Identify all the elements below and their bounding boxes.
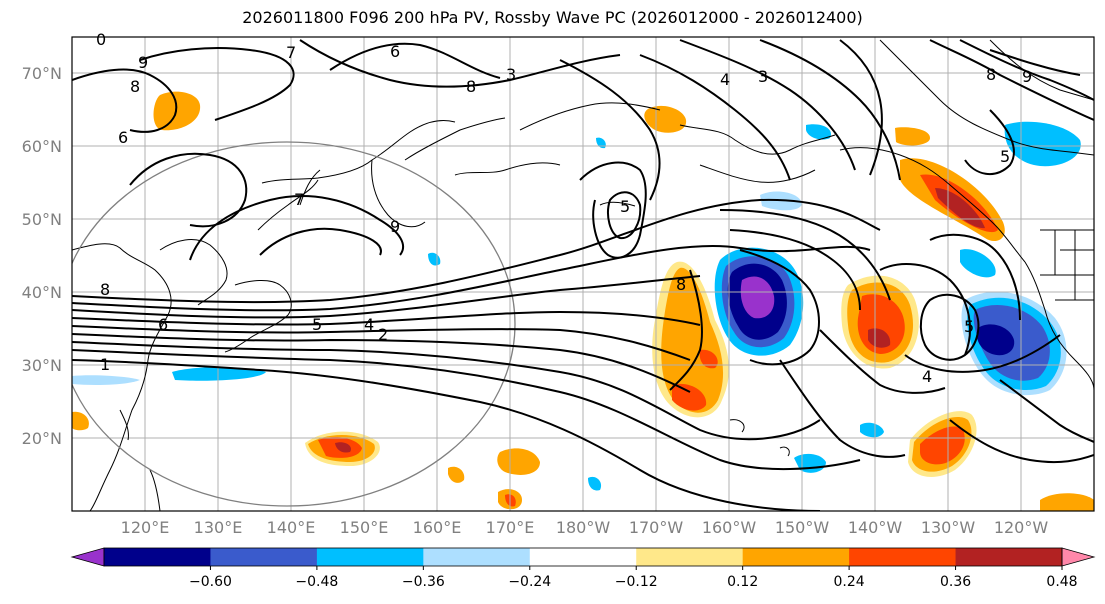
colorbar-segment [529,548,637,566]
colorbar-tick-label: −0.48 [295,574,338,590]
pv-contours [72,39,1094,511]
colorbar-tick-label: −0.12 [615,574,658,590]
coastlines [72,39,1094,511]
negative-anomaly [976,324,1015,356]
colorbar-tick-label: −0.24 [508,574,551,590]
map-frame [71,36,1095,512]
colorbar-tick-label: −0.36 [402,574,445,590]
contour-label: 6 [118,128,128,147]
lat-label-70n: 70°N [22,64,62,83]
positive-anomaly [672,383,707,411]
negative-anomaly [806,124,831,140]
contour-label: 8 [986,65,996,84]
colorbar-segment [742,548,850,566]
colorbar: −0.60 −0.48 −0.36 −0.24 −0.12 0.12 0.24 0.36 0.4… [70,547,1096,590]
lon-label: 170°W [629,518,684,537]
colorbar-extend-high [1061,547,1096,567]
contour-label: 0 [96,30,106,49]
positive-anomaly [920,426,965,465]
lon-label: 120°E [121,518,170,537]
negative-anomaly [172,367,266,381]
lon-label: 130°E [194,518,243,537]
colorbar-segment [210,548,318,566]
lon-label: 170°E [486,518,535,537]
colorbar-segment [636,548,744,566]
contour-label: 3 [758,67,768,86]
lat-label-60n: 60°N [22,137,62,156]
positive-anomaly [895,127,930,146]
positive-anomaly [72,411,89,431]
contour-label: 9 [138,53,148,72]
negative-anomaly [588,476,602,491]
lon-label: 120°W [994,518,1049,537]
lon-label: 160°E [413,518,462,537]
contour-label: 6 [390,42,400,61]
negative-anomaly [72,375,140,385]
colorbar-tick-label: 0.24 [834,574,865,590]
positive-anomaly [644,105,687,133]
positive-anomaly [699,349,718,369]
positive-anomaly [448,466,465,483]
contour-label: 3 [506,65,516,84]
lon-label: 150°W [775,518,830,537]
colorbar-tick-label: 0.48 [1046,574,1077,590]
latitude-labels: 70°N 60°N 50°N 40°N 30°N 20°N [22,64,62,448]
negative-anomaly [1004,121,1081,167]
colorbar-segment [316,548,424,566]
colorbar-segment [849,548,957,566]
contour-label: 4 [720,70,730,89]
colorbar-tick-label: 0.12 [727,574,758,590]
reference-circle [72,141,516,507]
colorbar-segment [104,548,211,566]
lon-label: 130°W [921,518,976,537]
contour-label: 7 [286,43,296,62]
contour-label: 8 [466,77,476,96]
lat-label-30n: 30°N [22,356,62,375]
lat-label-40n: 40°N [22,283,62,302]
anomaly-shading [72,91,1094,511]
lat-label-50n: 50°N [22,210,62,229]
lon-label: 140°E [267,518,316,537]
map-title: 2026011800 F096 200 hPa PV, Rossby Wave … [242,8,863,27]
positive-anomaly [1040,493,1094,511]
contour-label: 8 [100,280,110,299]
contour-label: 8 [676,275,686,294]
contour-label: 7 [294,190,304,209]
lon-label: 160°W [702,518,757,537]
contour-label: 8 [130,77,140,96]
contour-label: 4 [364,315,374,334]
negative-anomaly [860,422,884,438]
contour-label: 5 [620,197,630,216]
positive-anomaly [661,267,724,413]
positive-anomaly [868,328,891,348]
contour-label: 5 [964,317,974,336]
negative-anomaly [740,276,775,319]
lon-label: 180°W [556,518,611,537]
colorbar-extend-low [70,547,105,567]
colorbar-outline [103,547,1063,567]
contour-label: 9 [1022,67,1032,86]
positive-anomaly [335,442,351,453]
colorbar-segment [423,548,531,566]
colorbar-tick-label: −0.60 [189,574,232,590]
colorbar-tick-label: 0.36 [940,574,971,590]
lat-label-20n: 20°N [22,429,62,448]
positive-anomaly [497,448,540,475]
contour-label: 1 [100,355,110,374]
contour-label: 9 [390,217,400,236]
contour-label: 5 [1000,147,1010,166]
contour-label-group: 0 9 8 6 7 8 3 4 3 6 8 9 7 5 9 8 6 5 4 2 … [96,30,1032,386]
contour-label: 6 [158,315,168,334]
contour-label: 5 [312,315,322,334]
contour-label: 2 [378,325,388,344]
colorbar-segment [955,548,1063,566]
lon-label: 140°W [848,518,903,537]
contour-label: 4 [922,367,932,386]
longitude-labels: 120°E 130°E 140°E 150°E 160°E 170°E 180°… [121,518,1049,537]
lon-label: 150°E [340,518,389,537]
negative-anomaly [960,249,996,278]
